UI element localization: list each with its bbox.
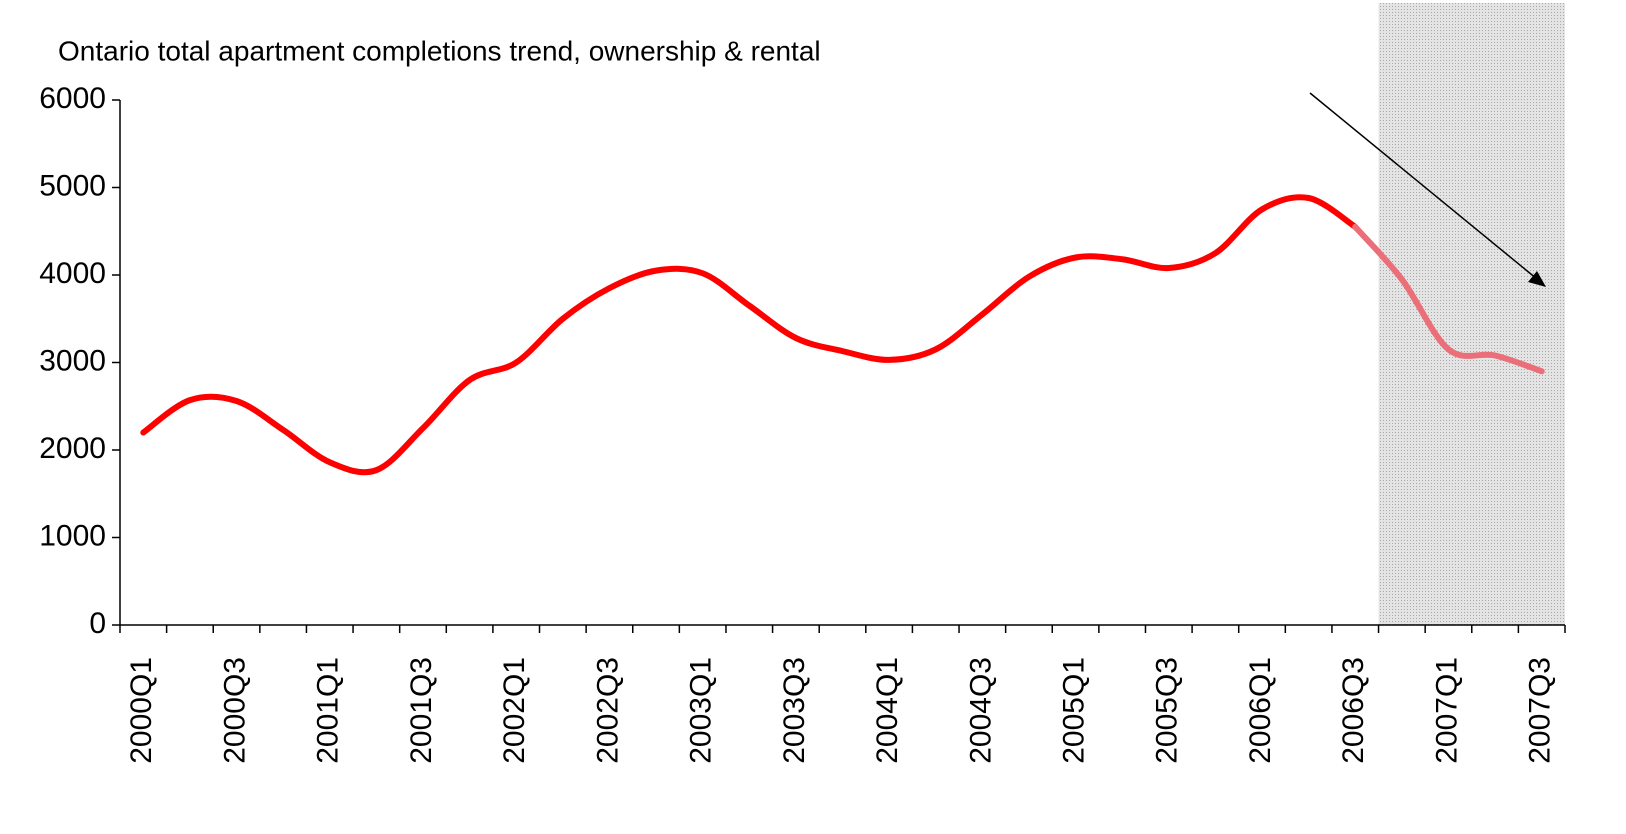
y-tick-label: 3000 (39, 344, 106, 377)
forecast-shading (1378, 3, 1565, 625)
x-tick-label: 2005Q1 (1057, 657, 1090, 764)
x-tick-label: 2007Q1 (1430, 657, 1463, 764)
x-tick-label: 2006Q1 (1244, 657, 1277, 764)
x-tick-label: 2002Q3 (591, 657, 624, 764)
x-tick-label: 2004Q1 (871, 657, 904, 764)
x-tick-label: 2007Q3 (1524, 657, 1557, 764)
x-tick-label: 2002Q1 (498, 657, 531, 764)
x-tick-label: 2001Q3 (405, 657, 438, 764)
y-tick-label: 5000 (39, 169, 106, 202)
y-tick-label: 4000 (39, 257, 106, 290)
y-tick-label: 0 (89, 607, 106, 640)
x-tick-label: 2003Q1 (685, 657, 718, 764)
x-tick-label: 2000Q1 (125, 657, 158, 764)
x-tick-label: 2001Q1 (312, 657, 345, 764)
x-tick-label: 2003Q3 (778, 657, 811, 764)
trend-arrow (1309, 92, 1538, 280)
y-tick-label: 1000 (39, 519, 106, 552)
line-series (140, 194, 1359, 476)
plot: 0 1000 2000 3000 4000 5000 6000 2000Q1 2000Q3 200… (39, 82, 1566, 764)
x-tick-label: 2004Q3 (964, 657, 997, 764)
line-series (1352, 223, 1545, 375)
trend-arrow-head (1528, 271, 1546, 287)
y-tick-label: 6000 (39, 82, 106, 115)
x-tick-label: 2000Q3 (218, 657, 251, 764)
chart-title: Ontario total apartment completions tren… (58, 35, 821, 66)
x-tick-label: 2005Q3 (1151, 657, 1184, 764)
x-tick-label: 2006Q3 (1337, 657, 1370, 764)
y-tick-label: 2000 (39, 432, 106, 465)
